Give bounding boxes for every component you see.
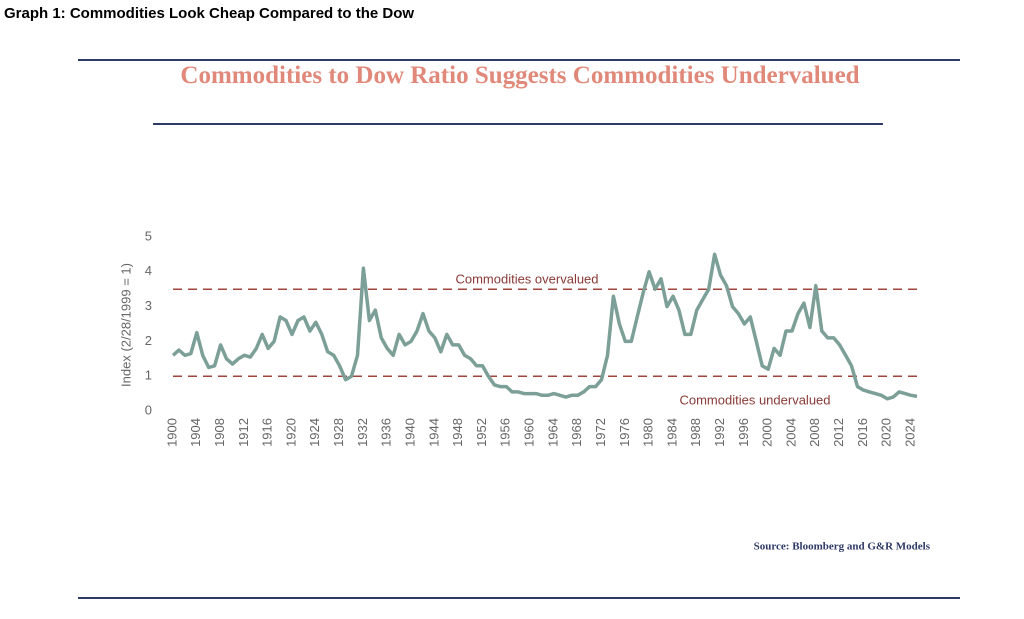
page-title: Graph 1: Commodities Look Cheap Compared…: [4, 5, 414, 22]
x-tick-label: 2020: [879, 418, 894, 447]
y-tick-label: 3: [145, 298, 152, 313]
x-tick-label: 1900: [164, 418, 179, 447]
chart-title: Commodities to Dow Ratio Suggests Commod…: [180, 62, 860, 89]
x-tick-label: 1996: [736, 418, 751, 447]
x-tick-label: 1928: [331, 418, 346, 447]
y-tick-label: 5: [145, 228, 152, 243]
x-tick-label: 2016: [855, 418, 870, 447]
x-tick-label: 1940: [402, 418, 417, 447]
x-tick-label: 1968: [569, 418, 584, 447]
source: Source: Bloomberg and G&R Models: [754, 541, 931, 553]
x-tick-label: 1944: [426, 418, 441, 447]
reference-label: Commodities undervalued: [679, 393, 830, 408]
x-tick-label: 1952: [474, 418, 489, 447]
x-tick-label: 1988: [688, 418, 703, 447]
title-box: Commodities to Dow Ratio Suggests Commod…: [180, 62, 860, 89]
x-tick-label: 2004: [783, 418, 798, 447]
x-tick-label: 1936: [379, 418, 394, 447]
y-tick-label: 2: [145, 333, 152, 348]
x-tick-label: 2024: [902, 418, 917, 447]
x-tick-label: 1972: [593, 418, 608, 447]
data-line: [171, 252, 918, 401]
x-tick-label: 2012: [831, 418, 846, 447]
x-tick-label: 1992: [712, 418, 727, 447]
x-tick-label: 2008: [807, 418, 822, 447]
x-tick-label: 2000: [760, 418, 775, 447]
x-tick-label: 1964: [545, 418, 560, 447]
x-tick-label: 1960: [522, 418, 537, 447]
x-tick-label: 1912: [236, 418, 251, 447]
x-tick-label: 1976: [617, 418, 632, 447]
x-tick-label: 1924: [307, 418, 322, 447]
x-tick-label: 1956: [498, 418, 513, 447]
reference-label: Commodities overvalued: [455, 272, 598, 287]
x-tick-label: 1932: [355, 418, 370, 447]
x-tick-label: 1908: [212, 418, 227, 447]
x-tick-label: 1984: [664, 418, 679, 447]
x-tick-label: 1920: [283, 418, 298, 447]
x-tick-label: 1948: [450, 418, 465, 447]
x-tick-label: 1904: [188, 418, 203, 447]
x-tick-label: 1916: [260, 418, 275, 447]
y-axis-label: Index (2/28/1999 = 1): [118, 263, 133, 387]
y-tick-label: 1: [145, 368, 152, 383]
y-tick-label: 0: [145, 402, 152, 417]
x-tick-label: 1980: [641, 418, 656, 447]
y-tick-label: 4: [145, 263, 152, 278]
